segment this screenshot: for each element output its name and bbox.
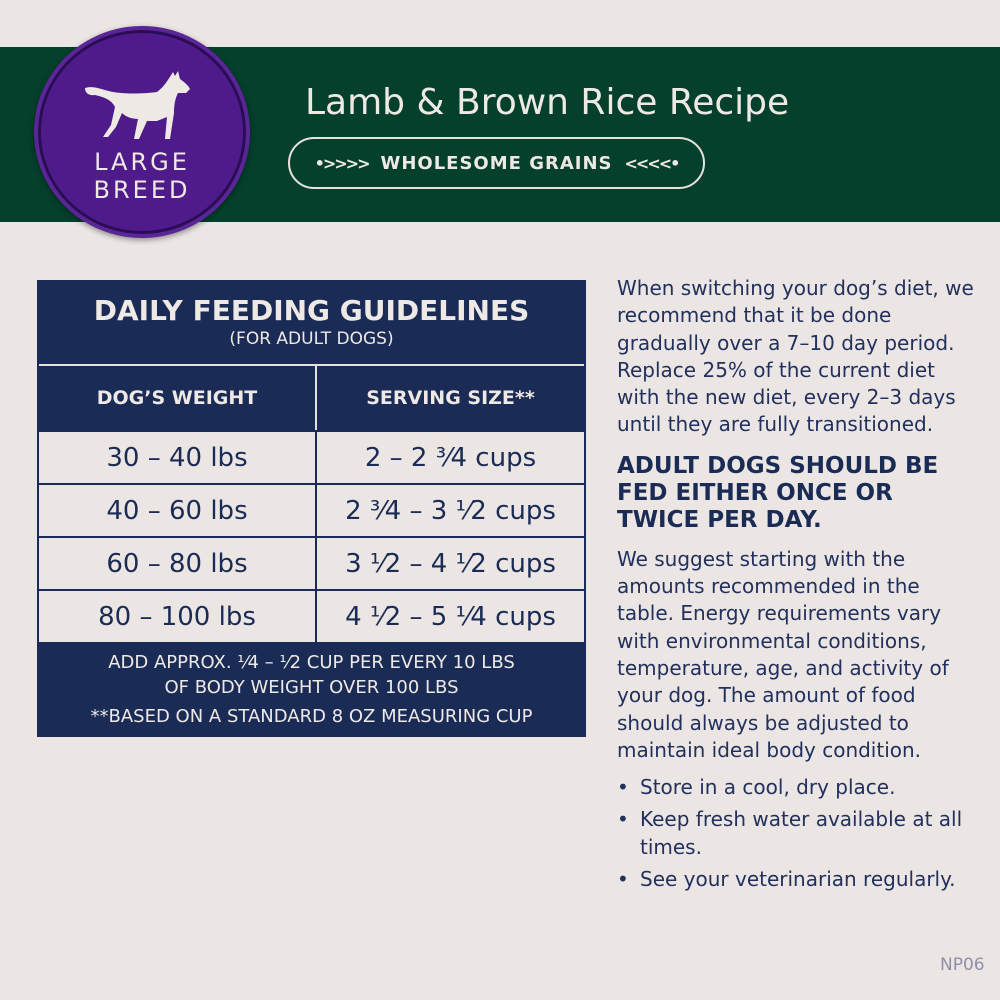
serving-cell: 4 ¹⁄2 – 5 ¹⁄4 cups [315,591,584,642]
table-footer: ADD APPROX. ¹⁄4 – ¹⁄2 CUP PER EVERY 10 L… [39,642,584,735]
feeding-table: DAILY FEEDING GUIDELINES (FOR ADULT DOGS… [37,280,586,737]
pill-label: WHOLESOME GRAINS [380,152,613,174]
serving-cell: 2 ³⁄4 – 3 ¹⁄2 cups [315,485,584,536]
table-row: 60 – 80 lbs 3 ¹⁄2 – 4 ¹⁄2 cups [39,536,584,589]
wheat-icon: •>>>> [314,153,371,173]
wheat-icon: <<<<• [624,153,681,173]
table-row: 80 – 100 lbs 4 ¹⁄2 – 5 ¹⁄4 cups [39,589,584,642]
weight-cell: 40 – 60 lbs [106,495,248,526]
table-subtitle: (FOR ADULT DOGS) [229,329,394,349]
table-title: DAILY FEEDING GUIDELINES [93,294,530,327]
column-headers: DOG’S WEIGHT SERVING SIZE** [39,364,584,430]
feeding-frequency-heading: ADULT DOGS SHOULD BE FED EITHER ONCE OR … [617,452,939,533]
dog-icon [85,71,190,139]
list-item: See your veterinarian regularly. [617,866,977,894]
table-row: 40 – 60 lbs 2 ³⁄4 – 3 ¹⁄2 cups [39,483,584,536]
footer-note-2: OF BODY WEIGHT OVER 100 LBS [164,677,459,698]
footer-note-3: **BASED ON A STANDARD 8 OZ MEASURING CUP [90,706,533,727]
weight-cell: 80 – 100 lbs [98,601,256,632]
list-item: Store in a cool, dry place. [617,774,977,802]
table-row: 30 – 40 lbs 2 – 2 ³⁄4 cups [39,430,584,483]
feeding-info: When switching your dog’s diet, we recom… [617,275,977,898]
product-code: NP06 [940,955,985,975]
footer-note-1: ADD APPROX. ¹⁄4 – ¹⁄2 CUP PER EVERY 10 L… [108,652,515,673]
badge-line-2: BREED [93,176,191,204]
serving-cell: 3 ¹⁄2 – 4 ¹⁄2 cups [315,538,584,589]
serving-cell: 2 – 2 ³⁄4 cups [315,432,584,483]
large-breed-badge: LARGE BREED [34,26,250,238]
table-header: DAILY FEEDING GUIDELINES (FOR ADULT DOGS… [39,282,584,364]
transition-text: When switching your dog’s diet, we recom… [617,276,974,437]
recipe-title: Lamb & Brown Rice Recipe [305,82,790,123]
col-weight: DOG’S WEIGHT [96,387,258,409]
care-list: Store in a cool, dry place. Keep fresh w… [617,774,977,893]
weight-cell: 30 – 40 lbs [106,442,248,473]
wholesome-grains-pill: •>>>> WHOLESOME GRAINS <<<<• [288,137,705,189]
badge-line-1: LARGE [94,148,190,176]
list-item: Keep fresh water available at all times. [617,806,977,861]
col-serving: SERVING SIZE** [315,366,584,430]
weight-cell: 60 – 80 lbs [106,548,248,579]
guidance-text: We suggest starting with the amounts rec… [617,546,949,762]
